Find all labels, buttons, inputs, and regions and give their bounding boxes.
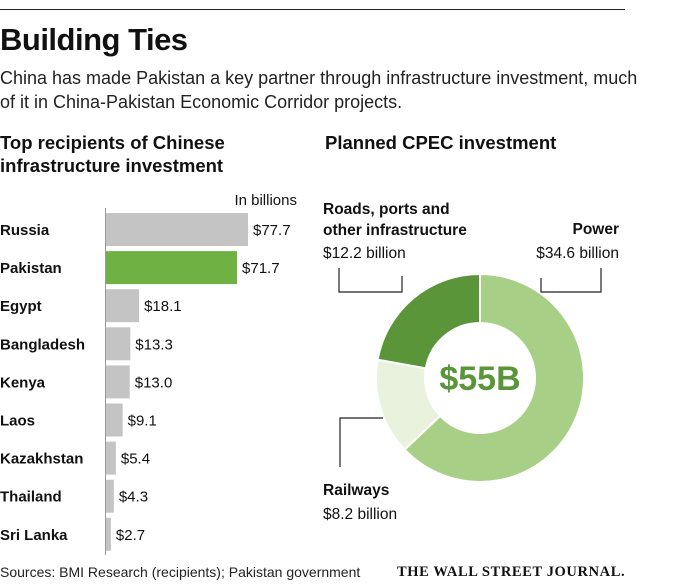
donut-amount-power: $34.6 billion [536,245,619,262]
donut-amount-railways: $8.2 billion [323,506,397,523]
bar-kazakhstan [106,441,116,475]
donut-label-power: Power [572,221,619,238]
bar-value-bangladesh: $13.3 [135,336,173,353]
bar-egypt [106,289,140,323]
bar-value-russia: $77.7 [253,222,291,239]
bar-label-pakistan: Pakistan [0,260,62,277]
bar-label-laos: Laos [0,413,35,430]
bar-pakistan [106,251,238,285]
donut-chart-title: Planned CPEC investment [325,132,557,153]
bar-russia [106,213,248,246]
leader-line-railways [339,417,383,467]
bar-value-kenya: $13.0 [135,374,173,391]
charts-canvas: In billions Russia $77.7 Pakistan $71.7 Egyp… [0,192,619,555]
bar-label-russia: Russia [0,222,50,239]
bar-kenya [106,365,130,399]
donut-label-roads-line-2: other infrastructure [323,222,467,239]
wsj-logo: THE WALL STREET JOURNAL. [397,564,626,580]
headline: Building Ties [0,22,188,57]
bar-value-kazakhstan: $5.4 [121,451,150,468]
bar-value-laos: $9.1 [128,413,157,430]
bar-value-sri-lanka: $2.7 [116,527,145,544]
donut-chart: Power $34.6 billion Roads, ports and other … [323,201,619,523]
bar-value-thailand: $4.3 [119,489,148,506]
bar-value-egypt: $18.1 [144,298,182,315]
donut-label-railways: Railways [323,482,389,499]
donut-label-roads-line-1: Roads, ports and [323,201,450,218]
bar-chart: In billions Russia $77.7 Pakistan $71.7 Egyp… [0,192,297,555]
bar-label-bangladesh: Bangladesh [0,336,85,353]
bar-laos [106,403,123,437]
bar-chart-title: Top recipients of Chinese infrastructure… [0,132,225,176]
donut-slice-power [403,272,585,483]
bar-bangladesh [106,327,131,361]
unit-label: In billions [234,192,297,209]
bar-thailand [106,479,114,513]
leader-line-power [540,268,602,293]
bar-label-kazakhstan: Kazakhstan [0,451,83,468]
bar-label-thailand: Thailand [0,489,62,506]
donut-center-total: $55B [439,360,520,398]
donut-slice-roads-ports-and-other-infrastructure [376,272,481,370]
bar-label-egypt: Egypt [0,298,42,315]
top-rule [0,9,625,10]
bar-sri-lanka [106,517,111,551]
leader-line-roads [338,268,403,293]
bar-value-pakistan: $71.7 [242,260,280,277]
donut-amount-roads: $12.2 billion [323,245,406,262]
bar-label-sri-lanka: Sri Lanka [0,527,68,544]
source-note: Sources: BMI Research (recipients); Paki… [0,564,361,580]
dek: China has made Pakistan a key partner th… [0,68,638,112]
bar-label-kenya: Kenya [0,374,46,391]
